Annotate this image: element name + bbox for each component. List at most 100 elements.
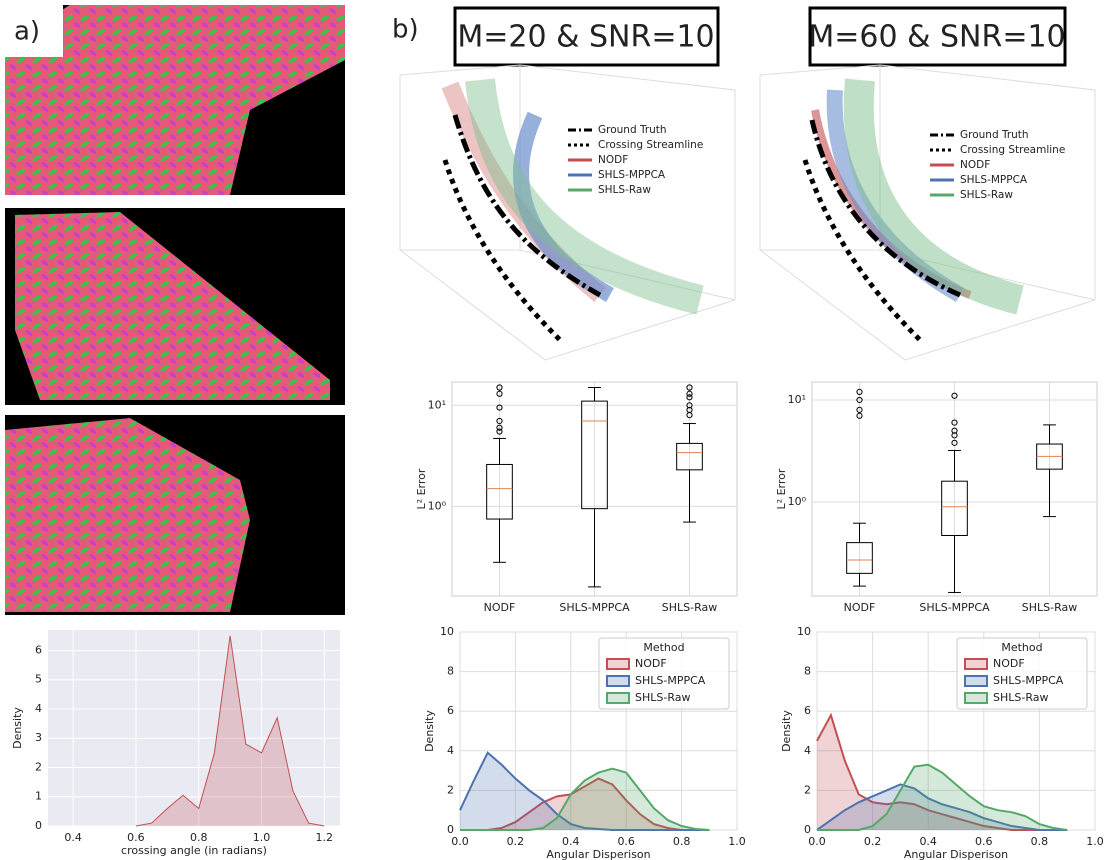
x-tick-label: 1.0 (1086, 835, 1104, 848)
x-tick-label: 0.0 (808, 835, 826, 848)
glyph-image (5, 415, 345, 615)
column-title: M=20 & SNR=10 (457, 20, 714, 55)
outlier (951, 427, 958, 434)
outlier (686, 402, 693, 409)
y-tick-label: 2 (35, 760, 42, 773)
y-axis-label: L² Error (775, 468, 788, 509)
outlier (856, 388, 863, 395)
legend-label: Ground Truth (960, 129, 1029, 141)
y-tick-label: 6 (804, 704, 811, 717)
x-tick-label: SHLS-MPPCA (559, 601, 630, 614)
x-tick-label: 0.4 (562, 835, 580, 848)
y-tick-label: 4 (35, 702, 42, 715)
outlier (951, 432, 958, 439)
density-line (459, 751, 710, 831)
y-tick-label: 8 (804, 665, 811, 678)
y-axis-label: Density (11, 707, 24, 749)
x-tick-label: 1.2 (316, 831, 334, 844)
outlier (686, 406, 693, 414)
density-line (816, 783, 1068, 831)
glyph-image (5, 208, 345, 405)
density-line (817, 763, 1068, 831)
outlier (686, 390, 693, 397)
outlier (496, 390, 503, 397)
outlier (496, 417, 503, 425)
y-tick-label: 10⁰ (788, 495, 807, 508)
legend-swatch (606, 675, 630, 687)
area (817, 784, 1068, 830)
y-tick-label: 4 (804, 744, 811, 757)
legend-box (956, 637, 1088, 710)
outlier (496, 384, 503, 391)
outlier (856, 406, 863, 413)
outlier (951, 419, 958, 426)
panel-label: b) (392, 15, 419, 45)
box (941, 480, 968, 536)
x-tick-label: 0.4 (919, 835, 937, 848)
outlier (496, 428, 503, 435)
box (581, 400, 608, 510)
legend-label: NODF (960, 159, 990, 171)
density-line (460, 777, 710, 831)
y-tick-label: 10 (440, 625, 454, 638)
x-tick-label: 0.8 (1031, 835, 1049, 848)
y-tick-label: 5 (35, 673, 42, 686)
column-title: M=60 & SNR=10 (808, 20, 1065, 55)
title-box (453, 6, 720, 67)
chart: 10⁰ 10¹ L² Error NODF SHLS-MPPCA SHLS-Raw (415, 381, 738, 614)
outlier (686, 384, 693, 391)
plot-area (48, 630, 340, 826)
legend-swatch (606, 692, 630, 704)
y-tick-label: 10¹ (428, 398, 446, 411)
legend-label: SHLS-Raw (598, 184, 651, 196)
title-box (808, 6, 1067, 67)
outlier (856, 412, 863, 419)
chart: 0 2 4 6 8 10 0.0 0.2 0.4 0.6 0.8 1.0 Angular Disperi… (423, 625, 746, 860)
density-line (135, 635, 325, 827)
legend-title: Method (643, 641, 684, 654)
box (486, 463, 513, 520)
y-tick-label: 0 (804, 823, 811, 836)
y-tick-label: 0 (447, 823, 454, 836)
legend-label: SHLS-MPPCA (993, 674, 1064, 687)
area (135, 635, 325, 826)
density-line (460, 767, 710, 831)
x-tick-label: 0.2 (864, 835, 882, 848)
legend: Method NODF SHLS-MPPCA SHLS-Raw (598, 637, 730, 710)
box (676, 442, 703, 471)
y-tick-label: 3 (35, 731, 42, 744)
y-tick-label: 10¹ (788, 393, 806, 406)
legend-label: SHLS-MPPCA (960, 174, 1028, 186)
box (846, 542, 873, 574)
y-tick-label: 6 (447, 704, 454, 717)
y-tick-label: 2 (804, 783, 811, 796)
panel-label: a) (14, 17, 40, 47)
outlier (496, 424, 503, 431)
x-tick-label: NODF (844, 601, 876, 614)
streamline-legend: Ground Truth Crossing Streamline NODF SH… (568, 124, 703, 196)
outlier (686, 394, 693, 401)
outlier (856, 396, 863, 404)
chart: 10⁰ 10¹ L² Error NODF SHLS-MPPCA SHLS-Raw (775, 381, 1098, 614)
y-tick-label: 1 (35, 790, 42, 803)
y-axis-label: Density (780, 710, 793, 752)
legend-label: SHLS-MPPCA (635, 674, 706, 687)
legend-label: NODF (598, 154, 628, 166)
x-tick-label: 0.0 (451, 835, 469, 848)
legend-swatch (964, 675, 988, 687)
legend-title: Method (1001, 641, 1042, 654)
x-tick-label: 0.8 (190, 831, 208, 844)
x-tick-label: SHLS-Raw (662, 601, 717, 614)
outlier (496, 404, 503, 411)
legend: Method NODF SHLS-MPPCA SHLS-Raw (956, 637, 1088, 710)
x-tick-label: 0.2 (507, 835, 525, 848)
y-tick-label: 8 (447, 665, 454, 678)
y-axis-label: Density (423, 710, 436, 752)
legend-label: SHLS-Raw (635, 691, 690, 704)
streamline-plot (399, 64, 736, 361)
x-axis-label: Angular Disperison (546, 848, 650, 860)
y-tick-label: 6 (35, 643, 42, 656)
outlier (951, 392, 958, 399)
